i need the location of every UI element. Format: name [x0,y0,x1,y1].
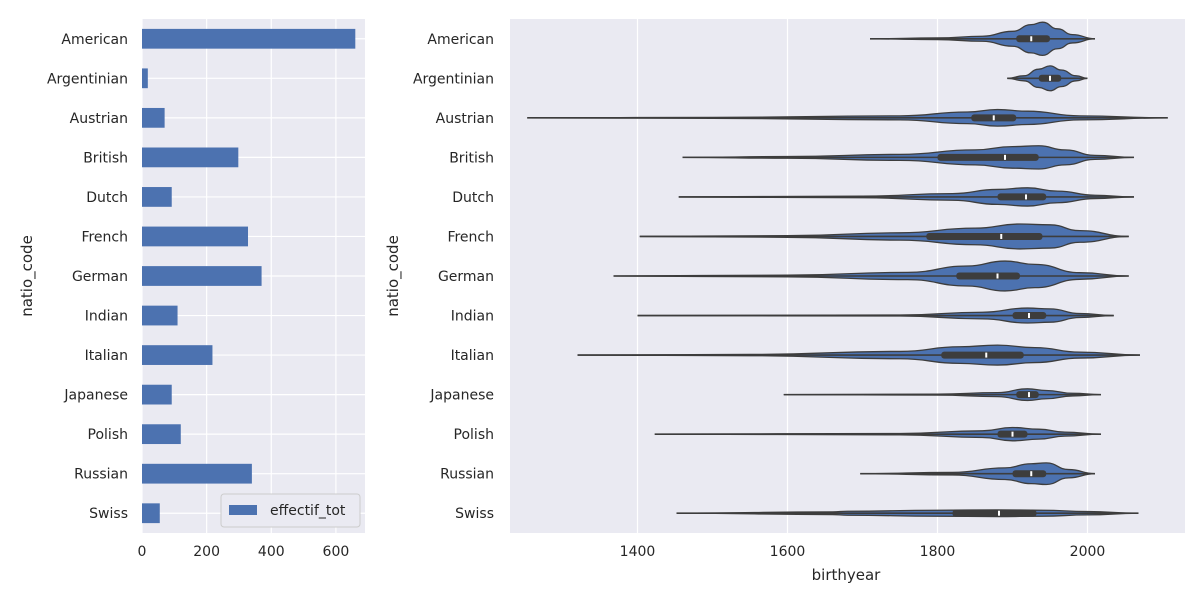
bar-swiss [142,503,160,524]
bar-y-tick-label: American [61,32,128,48]
bar-american [142,28,356,49]
bar-y-tick-label: Dutch [86,190,128,206]
bar-y-tick-label: British [83,150,128,166]
violin-american [869,21,1096,57]
violin-median [998,510,1000,516]
violin-median [1025,194,1027,200]
violin-y-tick-label: Argentinian [413,71,494,87]
violin-x-tick-label: 2000 [1070,544,1106,560]
violin-argentinian [1007,65,1088,92]
violin-indian [637,307,1114,324]
bar-x-tick-label: 0 [138,544,147,560]
violin-polish [654,426,1102,442]
violin-french [639,223,1129,250]
bar-argentinian [142,68,148,89]
violin-iqr-box [952,509,1037,517]
violin-x-tick-label: 1800 [920,544,956,560]
bar-italian [142,345,213,365]
bar-x-tick-label: 200 [193,544,220,560]
violin-german [613,260,1129,292]
bar-y-tick-label: Swiss [89,506,128,522]
violin-x-tick-labels: 1400 1600 1800 2000 [620,544,1106,560]
violin-y-tick-label: British [449,150,494,166]
violin-british [682,145,1135,170]
violin-x-tick-label: 1600 [770,544,806,560]
violin-x-axis-label: birthyear [812,566,882,584]
violin-median [1049,75,1051,81]
bar-dutch [142,187,172,207]
bar-british [142,147,239,168]
violin-y-tick-label: Japanese [429,388,494,404]
bar-indian [142,305,178,326]
bar-y-tick-label: Japanese [63,388,128,404]
bar-french [142,226,249,247]
violin-iqr-box [1012,470,1047,478]
bar-y-tick-labels: American Argentinian Austrian British Dutch F… [47,32,128,522]
bar-x-tick-label: 400 [258,544,285,560]
bar-x-tick-labels: 0 200 400 600 [138,544,350,560]
legend-box [220,493,361,528]
violin-russian [860,462,1096,486]
violin-y-axis-label: natio_code [384,235,403,317]
violin-y-tick-label: Italian [451,348,494,364]
violin-y-tick-label: German [438,269,494,285]
bar-austrian [142,107,165,128]
violin-median [1000,233,1003,239]
bar-russian [142,463,252,484]
violin-y-tick-label: French [447,229,494,245]
violin-y-tick-label: Dutch [452,190,494,206]
bar-y-tick-label: Polish [88,427,128,443]
bar-y-tick-label: Argentinian [47,71,128,87]
violin-y-tick-labels: American Argentinian Austrian British Dutch F… [413,32,494,522]
bar-y-axis-label: natio_code [18,235,37,317]
bar-y-tick-label: German [72,269,128,285]
violin-median [992,115,995,121]
violin-iqr-box [937,153,1039,161]
bar-y-tick-label: Italian [85,348,128,364]
bar-polish [142,424,181,445]
violin-y-tick-label: Swiss [455,506,494,522]
bar-chart-panel: American Argentinian Austrian British Dutch F… [18,19,365,560]
violin-iqr-box [1016,391,1039,399]
violin-median [1028,313,1030,319]
violin-median [1030,471,1033,477]
violin-iqr-box [997,193,1047,201]
bar-y-tick-label: Russian [74,467,128,483]
violin-median [996,273,999,279]
violin-austrian [527,108,1168,127]
violin-iqr-box [956,272,1020,280]
violin-x-tick-label: 1400 [620,544,656,560]
violin-swiss [676,509,1139,518]
violin-y-tick-label: American [427,32,494,48]
violin-median [985,352,988,358]
violin-median [1030,36,1033,42]
violin-japanese [783,388,1102,402]
violin-y-tick-label: Polish [454,427,494,443]
bar-legend: effectif_tot [220,493,361,528]
violin-italian [577,344,1141,366]
bar-german [142,266,262,286]
violin-y-tick-label: Indian [451,309,494,325]
bar-x-tick-label: 600 [323,544,350,560]
violin-dutch [678,187,1135,207]
violin-median [1011,431,1014,437]
violin-median [1028,392,1030,398]
legend-swatch [229,505,257,515]
violin-median [1004,154,1006,160]
bar-japanese [142,384,172,405]
violin-iqr-box [1016,35,1050,43]
violin-iqr-box [941,351,1024,359]
violin-iqr-box [926,232,1043,240]
violin-marks [527,21,1168,518]
bar-y-tick-label: Indian [85,309,128,325]
legend-label: effectif_tot [270,503,346,519]
bar-marks [142,28,356,524]
violin-chart-panel: American Argentinian Austrian British Dutch F… [384,19,1185,584]
bar-y-tick-label: Austrian [70,111,128,127]
violin-y-tick-label: Austrian [436,111,494,127]
bar-y-tick-label: French [81,229,128,245]
violin-y-tick-label: Russian [440,467,494,483]
